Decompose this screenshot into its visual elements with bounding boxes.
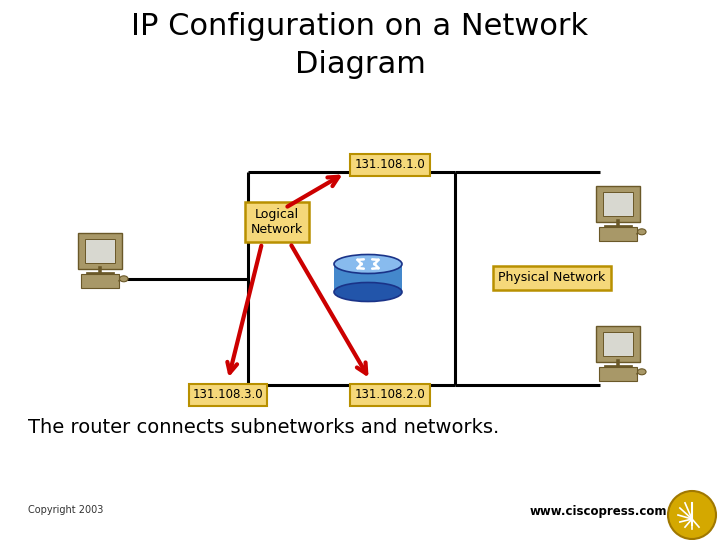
Ellipse shape	[334, 282, 402, 301]
Bar	[603, 192, 633, 215]
Text: Diagram: Diagram	[294, 50, 426, 79]
Text: The router connects subnetworks and networks.: The router connects subnetworks and netw…	[28, 418, 499, 437]
Text: www.ciscopress.com: www.ciscopress.com	[530, 505, 667, 518]
Ellipse shape	[334, 254, 402, 273]
Text: 131.108.3.0: 131.108.3.0	[193, 388, 264, 402]
Bar	[85, 239, 115, 262]
Ellipse shape	[637, 229, 646, 235]
FancyBboxPatch shape	[599, 367, 637, 381]
FancyBboxPatch shape	[595, 186, 640, 222]
Text: Logical
Network: Logical Network	[251, 208, 303, 236]
Circle shape	[668, 491, 716, 539]
Bar	[603, 332, 633, 356]
FancyBboxPatch shape	[595, 326, 640, 362]
Bar	[334, 264, 402, 292]
Text: IP Configuration on a Network: IP Configuration on a Network	[132, 12, 588, 41]
FancyBboxPatch shape	[78, 233, 122, 269]
Text: Copyright 2003: Copyright 2003	[28, 505, 104, 515]
FancyBboxPatch shape	[81, 274, 120, 288]
Text: 131.108.2.0: 131.108.2.0	[355, 388, 426, 402]
Text: 131.108.1.0: 131.108.1.0	[355, 159, 426, 172]
Ellipse shape	[637, 369, 646, 375]
FancyBboxPatch shape	[599, 227, 637, 241]
Text: Physical Network: Physical Network	[498, 272, 606, 285]
Ellipse shape	[120, 276, 128, 282]
